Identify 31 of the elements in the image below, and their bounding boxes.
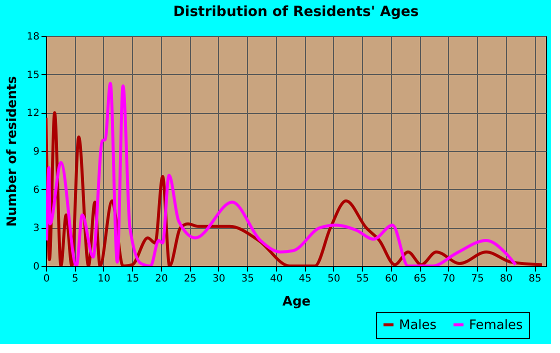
chart-title: Distribution of Residents' Ages — [173, 4, 419, 20]
x-tick-label: 45 — [298, 274, 312, 284]
x-tick-label: 25 — [184, 274, 197, 284]
legend-label: Males — [399, 318, 437, 333]
y-tick-label: 6 — [33, 184, 40, 196]
x-tick-label: 20 — [155, 274, 168, 284]
x-tick-label: 0 — [43, 274, 50, 284]
x-tick-label: 80 — [500, 274, 513, 284]
x-tick-label: 65 — [414, 274, 426, 284]
x-tick-label: 75 — [471, 274, 484, 284]
x-axis-title: Age — [282, 294, 311, 310]
x-tick-label: 5 — [72, 274, 78, 284]
x-tick-label: 50 — [327, 274, 340, 284]
x-tick-label: 55 — [356, 274, 369, 284]
line-series — [46, 82, 518, 266]
y-tick-label: 12 — [26, 108, 40, 120]
y-tick-label: 0 — [33, 262, 40, 272]
x-tick-label: 40 — [270, 274, 283, 284]
y-axis-title: Number of residents — [4, 76, 20, 227]
legend-label: Females — [469, 318, 524, 333]
x-tick-label: 85 — [528, 274, 542, 284]
x-tick-label: 60 — [384, 274, 398, 284]
y-tick-label: 15 — [26, 70, 40, 81]
x-tick-label: 15 — [126, 274, 140, 284]
x-tick-label: 70 — [442, 274, 456, 284]
x-tick-label: 10 — [98, 274, 110, 284]
x-tick-label: 35 — [241, 274, 254, 284]
x-tick-label: 30 — [212, 274, 226, 284]
y-tick-label: 3 — [33, 223, 40, 234]
y-tick-label: 9 — [33, 146, 40, 158]
y-tick-label: 18 — [26, 32, 40, 42]
